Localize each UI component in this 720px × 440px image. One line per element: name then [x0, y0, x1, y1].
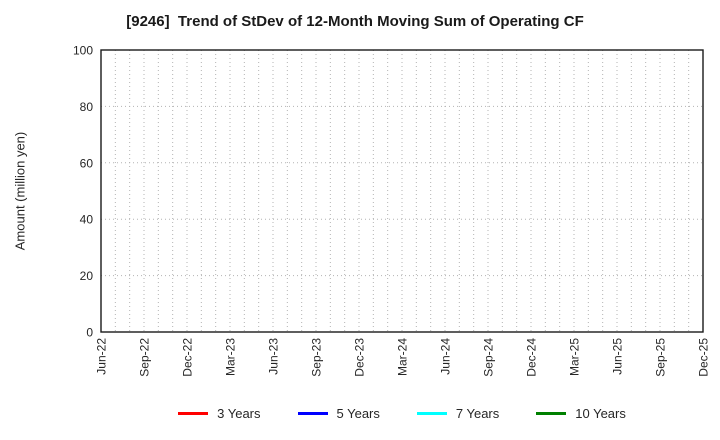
legend-line-swatch: [178, 412, 209, 415]
y-tick-label: 60: [80, 156, 94, 170]
x-tick-label: Dec-22: [181, 338, 195, 377]
axes-border: [100, 49, 704, 333]
legend: 3 Years 5 Years 7 Years 10 Years: [101, 406, 703, 421]
legend-item: 3 Years: [178, 406, 261, 421]
legend-item: 7 Years: [416, 406, 500, 421]
x-tick-label: Mar-24: [396, 338, 410, 376]
x-tick-label: Dec-23: [353, 338, 367, 377]
x-tick-label: Sep-25: [654, 338, 668, 377]
y-tick-label: 100: [73, 44, 93, 58]
x-tick-label: Jun-25: [611, 338, 625, 375]
x-tick-label: Dec-24: [525, 338, 539, 377]
legend-item-label: 3 Years: [217, 406, 261, 421]
x-tick-label: Jun-24: [439, 338, 453, 375]
x-tick-label: Sep-22: [138, 338, 152, 377]
chart-title: [9246] Trend of StDev of 12-Month Moving…: [126, 13, 584, 30]
legend-item: 10 Years: [536, 406, 626, 421]
x-tick-label: Mar-25: [568, 338, 582, 376]
legend-line-swatch: [416, 412, 447, 415]
legend-item-label: 10 Years: [575, 406, 626, 421]
legend-item-label: 7 Years: [455, 406, 500, 421]
y-tick-label: 0: [86, 326, 93, 340]
x-tick-label: Dec-25: [697, 338, 711, 377]
x-tick-label: Sep-23: [310, 338, 324, 377]
legend-item: 5 Years: [297, 406, 380, 421]
y-tick-label: 40: [80, 213, 94, 227]
x-tick-label: Jun-23: [267, 338, 281, 375]
x-tick-label: Sep-24: [482, 338, 496, 377]
x-tick-label: Jun-22: [95, 338, 109, 375]
legend-line-swatch: [536, 412, 567, 415]
y-tick-label: 20: [80, 269, 94, 283]
legend-line-swatch: [297, 412, 328, 415]
legend-item-label: 5 Years: [336, 406, 380, 421]
y-tick-label: 80: [80, 100, 94, 114]
x-tick-label: Mar-23: [224, 338, 238, 376]
